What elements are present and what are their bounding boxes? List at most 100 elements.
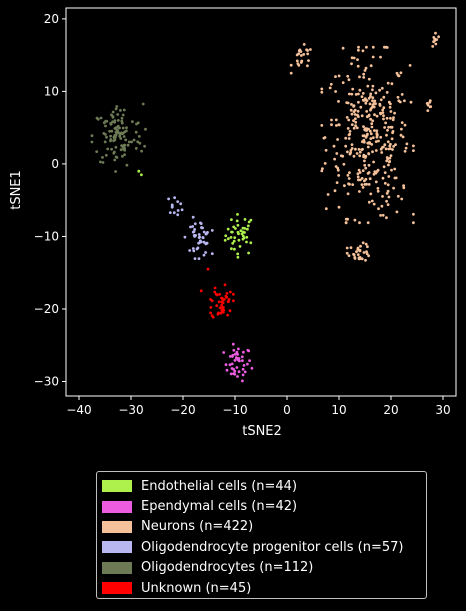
series-3 xyxy=(167,196,214,260)
data-point xyxy=(368,177,372,181)
data-point xyxy=(176,209,180,212)
y-tick-label: 20 xyxy=(44,12,59,26)
data-point xyxy=(119,148,123,152)
data-point xyxy=(399,71,403,75)
data-point xyxy=(365,110,369,113)
data-point xyxy=(390,137,394,141)
data-point xyxy=(196,246,200,250)
data-point xyxy=(232,299,235,303)
data-point xyxy=(204,232,208,236)
data-point xyxy=(362,251,366,254)
data-point xyxy=(204,251,208,254)
data-point xyxy=(232,239,236,243)
data-point xyxy=(337,74,341,78)
data-point xyxy=(353,113,357,116)
data-point xyxy=(104,153,108,157)
data-point xyxy=(236,252,240,256)
data-point xyxy=(355,126,359,130)
data-point xyxy=(137,169,141,173)
data-point xyxy=(305,48,308,52)
data-point xyxy=(245,240,248,244)
data-point xyxy=(116,113,120,116)
data-point xyxy=(388,156,392,160)
data-point xyxy=(337,174,341,177)
data-point xyxy=(193,228,197,231)
data-point xyxy=(99,160,102,164)
data-point xyxy=(380,86,384,90)
data-point xyxy=(241,379,244,383)
data-point xyxy=(114,155,118,159)
data-point xyxy=(341,46,345,50)
data-point xyxy=(122,147,125,151)
data-point xyxy=(362,72,366,76)
data-point xyxy=(385,91,389,94)
y-tick-label: −30 xyxy=(34,374,59,388)
data-point xyxy=(220,300,224,304)
data-point xyxy=(353,218,357,222)
data-point xyxy=(95,150,99,154)
data-point xyxy=(368,129,372,133)
data-point xyxy=(369,132,373,136)
data-point xyxy=(345,101,349,104)
data-point xyxy=(346,126,350,130)
data-point xyxy=(225,368,229,372)
data-point xyxy=(114,145,118,149)
data-point xyxy=(113,119,117,122)
data-point xyxy=(176,200,180,204)
data-point xyxy=(230,362,234,366)
data-point xyxy=(227,298,231,301)
data-point xyxy=(357,178,360,182)
data-point xyxy=(381,108,385,112)
data-point xyxy=(236,230,240,234)
data-point xyxy=(179,202,183,206)
x-tick-label: 0 xyxy=(283,403,291,417)
data-point xyxy=(404,146,408,150)
data-point xyxy=(191,215,195,219)
data-point xyxy=(358,150,362,154)
data-point xyxy=(206,267,210,271)
data-point xyxy=(197,257,201,260)
data-point xyxy=(119,109,122,112)
legend-item: Neurons (n=422) xyxy=(101,517,426,537)
data-point xyxy=(400,93,404,96)
data-point xyxy=(209,298,213,301)
data-point xyxy=(434,42,438,46)
data-point xyxy=(371,84,375,88)
y-tick-label: 10 xyxy=(44,84,59,98)
data-point xyxy=(364,177,368,181)
data-point xyxy=(226,300,230,303)
data-point xyxy=(368,102,372,106)
data-point xyxy=(365,133,369,137)
x-tick-label: 30 xyxy=(435,403,450,417)
data-point xyxy=(215,304,219,308)
data-point xyxy=(391,130,395,133)
data-point xyxy=(200,226,204,230)
data-point xyxy=(236,353,240,356)
data-point xyxy=(395,210,399,214)
data-point xyxy=(381,111,385,114)
data-point xyxy=(361,49,365,53)
data-point xyxy=(358,221,361,225)
y-tick-label: −10 xyxy=(34,229,59,243)
data-point xyxy=(352,154,356,158)
data-point xyxy=(330,118,333,122)
data-point xyxy=(336,166,340,170)
data-point xyxy=(324,207,328,211)
data-point xyxy=(383,171,387,175)
data-point xyxy=(320,90,324,94)
x-tick-label: −30 xyxy=(118,403,143,417)
data-point xyxy=(364,154,368,158)
data-point xyxy=(349,149,353,152)
data-point xyxy=(247,251,251,255)
data-point xyxy=(400,121,404,124)
data-point xyxy=(96,117,100,121)
x-tick-label: −10 xyxy=(222,403,247,417)
data-point xyxy=(372,160,375,164)
data-point xyxy=(324,148,328,152)
data-point xyxy=(241,359,244,362)
data-point xyxy=(337,123,341,127)
data-point xyxy=(229,236,233,239)
data-point xyxy=(102,121,106,125)
data-point xyxy=(357,45,360,49)
data-point xyxy=(321,167,324,171)
